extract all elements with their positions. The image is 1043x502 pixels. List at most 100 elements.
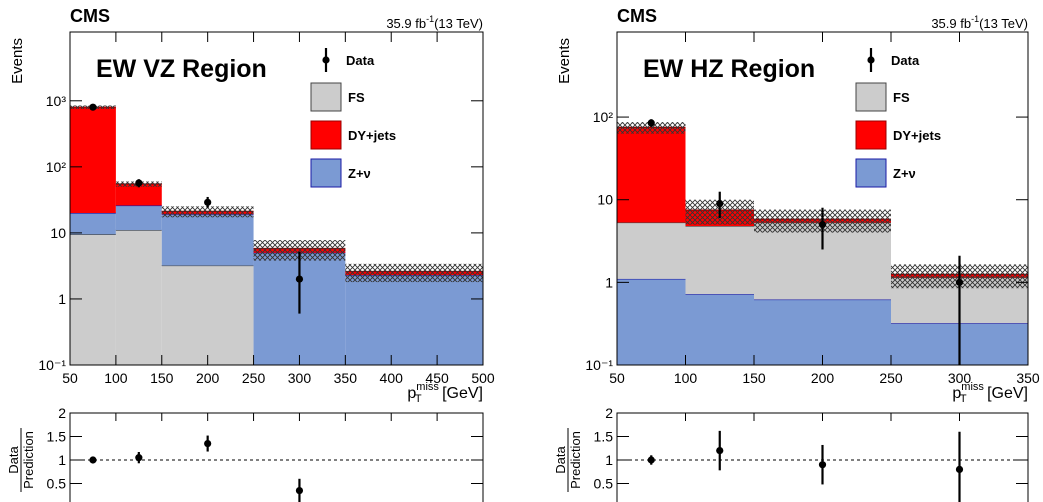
x-label-unit: [GeV] (983, 385, 1028, 402)
y-tick-label: 10 (597, 192, 613, 208)
ratio-label-top: Data (6, 446, 21, 474)
lumi: 35.9 fb (931, 16, 971, 31)
y-tick-label: 1 (58, 452, 66, 468)
legend-swatch (310, 158, 342, 188)
ratio-point (818, 461, 827, 469)
cms-label: CMS (617, 6, 657, 26)
uncertainty-band (345, 263, 483, 283)
data-point (295, 275, 304, 283)
ratio-point (295, 486, 304, 495)
x-tick-label: 200 (811, 370, 835, 386)
x-tick-label: 150 (742, 370, 766, 386)
y-tick-label: 1 (58, 291, 66, 307)
ratio-label-top: Data (553, 446, 568, 474)
y-tick-label: 2 (58, 405, 66, 421)
stack-segment (70, 213, 116, 235)
stack-segment (685, 226, 754, 295)
legend-label: Z+ν (893, 166, 916, 181)
lumi-label: 35.9 fb-1(13 TeV) (931, 14, 1028, 31)
y-tick-label: 10² (593, 109, 614, 125)
x-label-sup: miss (961, 381, 984, 393)
stack-segment (685, 294, 754, 365)
y-axis-label: Events (9, 38, 26, 84)
legend-swatch (855, 158, 887, 188)
ratio-label-bottom: Prediction (568, 431, 583, 489)
legend-label: Data (891, 53, 920, 68)
legend-marker (867, 56, 875, 64)
lumi: 35.9 fb (386, 16, 426, 31)
x-tick-label: 100 (104, 370, 128, 386)
cms-label: CMS (70, 6, 110, 26)
y-tick-label: 2 (605, 405, 613, 421)
data-point (955, 278, 964, 286)
data-point (647, 119, 655, 127)
stack-segment (115, 205, 162, 231)
legend-label: Data (346, 53, 375, 68)
data-point (818, 220, 827, 229)
uncertainty-band (253, 240, 346, 261)
ratio-point (135, 454, 143, 462)
ratio-point (204, 439, 212, 448)
lumi-sup: -1 (426, 14, 434, 24)
uncertainty-band (161, 206, 254, 218)
uncertainty-band (617, 122, 686, 134)
y-tick-label: 1 (605, 452, 613, 468)
legend-label: FS (893, 90, 910, 105)
stack-segment (161, 265, 254, 365)
legend-label: Z+ν (348, 166, 371, 181)
frame (69, 412, 484, 502)
stack-segment (617, 127, 686, 223)
y-tick-label: 1.5 (47, 429, 67, 445)
x-tick-label: 400 (380, 370, 404, 386)
legend-label: FS (348, 90, 365, 105)
plot-area (70, 105, 483, 365)
y-tick-label: 10⁻¹ (38, 357, 66, 373)
stack-segment (115, 230, 162, 365)
lumi-sup: -1 (971, 14, 979, 24)
x-label-base: p (407, 385, 416, 402)
data-point (135, 179, 143, 187)
ratio-point (647, 456, 655, 464)
data-point (716, 199, 724, 208)
stack-segment (115, 183, 162, 206)
stack-segment (617, 222, 686, 279)
lumi-rest: (13 TeV) (979, 16, 1028, 31)
y-tick-label: 1.5 (594, 429, 614, 445)
ratio-point (89, 456, 97, 464)
x-tick-label: 450 (425, 370, 449, 386)
stack-segment (161, 214, 254, 266)
ratio-point (716, 447, 724, 455)
y-tick-label: 0.5 (47, 476, 67, 492)
y-tick-label: 0.5 (594, 476, 614, 492)
y-tick-label: 10 (50, 225, 66, 241)
x-tick-label: 350 (334, 370, 358, 386)
y-tick-label: 10³ (46, 93, 67, 109)
x-tick-label: 150 (150, 370, 174, 386)
x-tick-label: 50 (609, 370, 625, 386)
x-label-unit: [GeV] (438, 385, 483, 402)
ratio-label-bottom: Prediction (21, 431, 36, 489)
x-tick-label: 250 (879, 370, 903, 386)
x-tick-label: 500 (471, 370, 495, 386)
lumi-rest: (13 TeV) (434, 16, 483, 31)
legend-swatch (310, 82, 342, 112)
data-point (89, 103, 97, 111)
stack-segment (70, 234, 116, 365)
stack-segment (70, 107, 116, 214)
stack-segment (345, 275, 483, 365)
frame (69, 31, 484, 366)
x-axis-label: pmiss T [GeV] (952, 381, 1028, 405)
region-label: EW HZ Region (643, 55, 815, 83)
x-label-sub: T (415, 393, 422, 405)
y-tick-label: 10⁻¹ (585, 357, 613, 373)
x-axis-label: pmiss T [GeV] (407, 381, 483, 405)
legend-label: DY+jets (348, 128, 396, 143)
data-point (204, 198, 212, 206)
x-tick-label: 350 (1016, 370, 1040, 386)
x-label-sup: miss (416, 381, 439, 393)
x-label-sub: T (960, 393, 967, 405)
legend-label: DY+jets (893, 128, 941, 143)
legend-swatch (310, 120, 342, 150)
y-tick-label: 10² (46, 159, 67, 175)
